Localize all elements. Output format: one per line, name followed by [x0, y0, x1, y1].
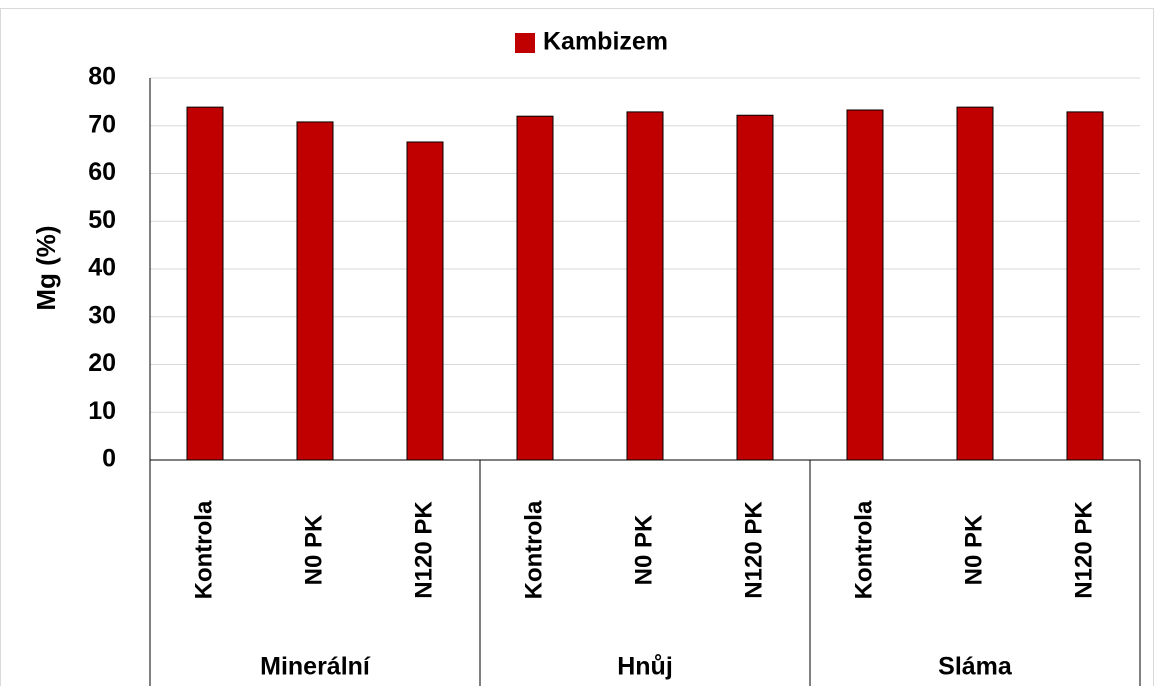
- chart-border: [0, 8, 1154, 691]
- bar: [736, 114, 774, 461]
- bar: [956, 106, 994, 461]
- x-tick-label: N120 PK: [410, 501, 437, 599]
- x-tick-label: Kontrola: [520, 500, 547, 599]
- bar: [186, 106, 224, 461]
- bar: [626, 111, 664, 461]
- x-tick-label: Kontrola: [190, 500, 217, 599]
- x-tick-label: Kontrola: [850, 500, 877, 599]
- y-tick-label: 60: [88, 158, 116, 186]
- y-tick-label: 40: [88, 254, 116, 282]
- y-tick-label: 10: [88, 397, 116, 425]
- y-tick-label: 0: [102, 445, 116, 473]
- legend-label: Kambizem: [543, 28, 668, 56]
- bar: [516, 115, 554, 461]
- y-tick-label: 80: [88, 63, 116, 91]
- bar: [846, 109, 884, 461]
- x-tick-label: N120 PK: [740, 501, 767, 599]
- x-tick-label: N0 PK: [630, 514, 657, 585]
- bar: [296, 121, 334, 461]
- bar: [1066, 111, 1104, 461]
- x-tick-label: N120 PK: [1070, 501, 1097, 599]
- y-tick-label: 20: [88, 349, 116, 377]
- x-tick-label: N0 PK: [960, 514, 987, 585]
- group-label: Sláma: [938, 653, 1013, 681]
- group-label: Minerální: [260, 653, 371, 681]
- y-tick-label: 50: [88, 206, 116, 234]
- x-tick-label: N0 PK: [300, 514, 327, 585]
- legend-swatch: [515, 33, 535, 53]
- group-label: Hnůj: [617, 653, 673, 681]
- y-tick-label: 30: [88, 301, 116, 329]
- bar: [406, 141, 444, 461]
- y-tick-label: 70: [88, 110, 116, 138]
- y-axis-title: Mg (%): [31, 225, 61, 310]
